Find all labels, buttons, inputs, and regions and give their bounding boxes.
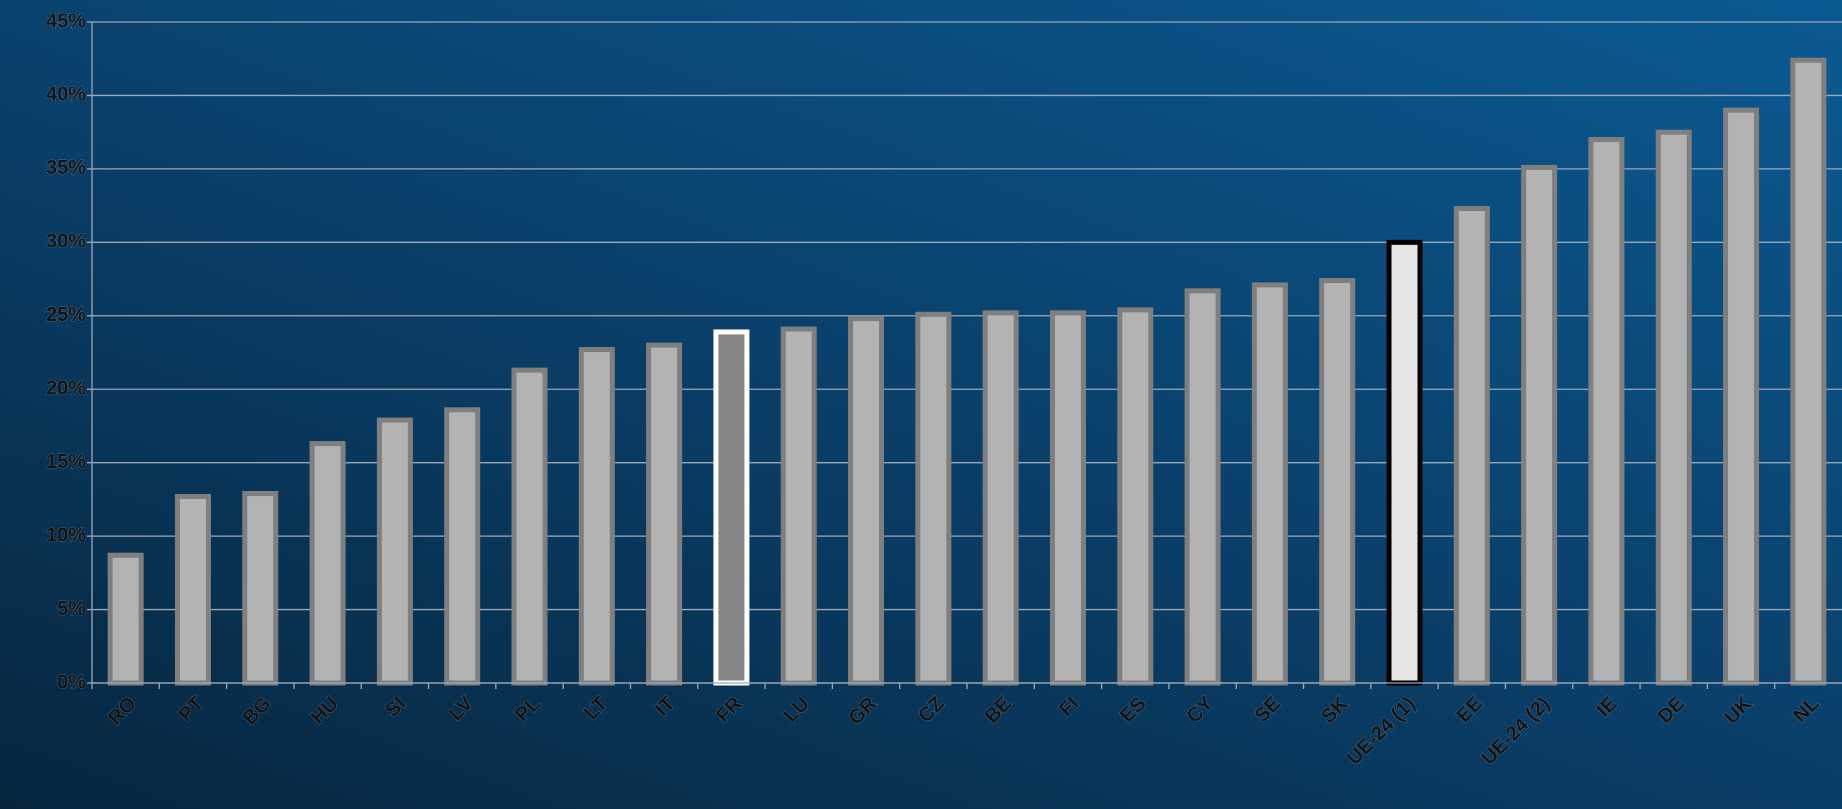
x-tick-label: UE-24 (1) (1343, 693, 1420, 770)
x-tick-label: UE-24 (2) (1478, 693, 1555, 770)
y-tick-label: 40% (46, 84, 86, 106)
bar (578, 347, 615, 686)
y-tick-label: 0% (57, 671, 86, 693)
x-tick-label: BG (239, 693, 276, 730)
bar (1588, 137, 1625, 686)
bar (1723, 107, 1760, 686)
bar (780, 326, 817, 686)
x-tick-label: IE (1593, 693, 1622, 722)
x-tick-label: ES (1116, 693, 1150, 727)
bar (1049, 310, 1086, 686)
bar (1117, 307, 1154, 686)
bar (444, 407, 481, 686)
bar (1184, 288, 1221, 686)
bar (309, 441, 346, 686)
bar (915, 311, 952, 686)
x-tick-label: PL (511, 693, 545, 727)
x-tick-label: SE (1251, 693, 1285, 727)
y-tick-label: 25% (46, 304, 86, 326)
x-tick-label: LU (780, 693, 814, 727)
bar (376, 417, 413, 686)
x-tick-label: LV (445, 692, 478, 725)
x-tick-label: BE (981, 693, 1016, 728)
x-tick-label: CY (1183, 692, 1219, 728)
bar (982, 310, 1019, 686)
bar (713, 329, 750, 686)
x-tick-label: HU (307, 693, 343, 729)
y-tick-label: 10% (46, 524, 86, 546)
bar (1790, 57, 1827, 686)
bar (174, 493, 211, 686)
x-tick-label: IT (651, 693, 679, 721)
x-tick-label: RO (104, 693, 141, 730)
y-tick-label: 15% (46, 451, 86, 473)
y-tick-label: 30% (46, 231, 86, 253)
x-tick-label: PT (175, 693, 209, 727)
x-tick-label: UK (1720, 692, 1756, 728)
x-tick-label: DE (1654, 693, 1689, 728)
x-tick-label: CZ (914, 693, 948, 727)
x-tick-label: NL (1789, 693, 1823, 727)
bar (1251, 282, 1288, 686)
x-tick-label: EE (1453, 693, 1487, 727)
x-tick-label: SI (381, 693, 410, 722)
bar (1453, 206, 1490, 686)
y-tick-label: 20% (46, 378, 86, 400)
bar (1386, 239, 1423, 686)
x-tick-label: LT (580, 693, 612, 725)
y-tick-label: 5% (57, 598, 86, 620)
bar (1655, 129, 1692, 686)
y-tick-label: 45% (46, 10, 86, 32)
bar (848, 316, 885, 686)
bar (511, 367, 548, 686)
bar (242, 491, 279, 686)
x-tick-label: FI (1055, 693, 1083, 721)
x-tick-label: SK (1317, 692, 1353, 728)
bar (1319, 278, 1356, 686)
x-tick-label: GR (845, 692, 882, 729)
bar (107, 552, 144, 686)
y-tick-label: 35% (46, 157, 86, 179)
bar (646, 342, 683, 686)
bar (1521, 164, 1558, 686)
x-tick-label: FR (712, 692, 747, 727)
